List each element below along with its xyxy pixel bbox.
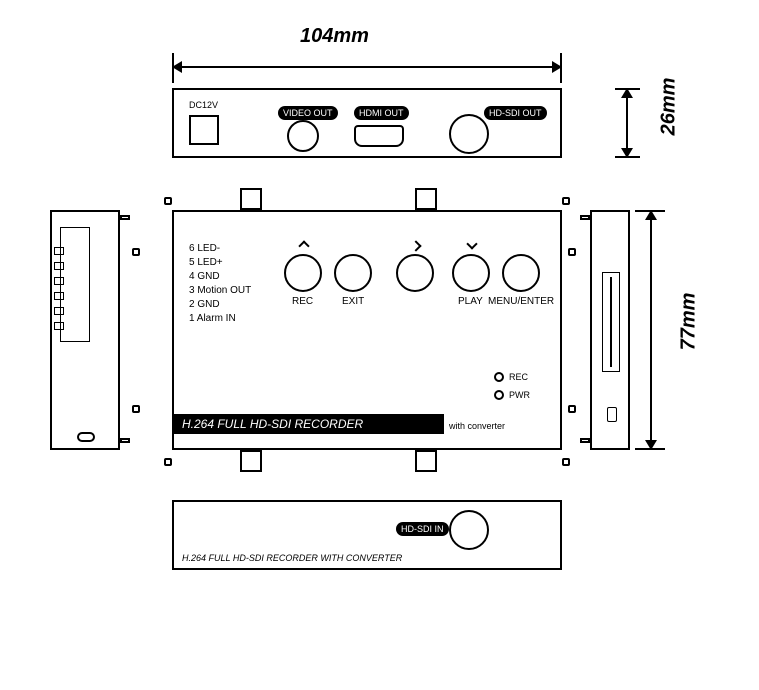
arrow [645, 440, 657, 450]
play-button [452, 254, 490, 292]
mount-hole [77, 432, 95, 442]
dc-label: DC12V [189, 100, 218, 110]
up-icon [298, 240, 309, 251]
side-tab [120, 438, 130, 443]
slot-line [610, 277, 612, 367]
dim-line [172, 66, 562, 68]
arrow [621, 148, 633, 158]
small-slot [607, 407, 617, 422]
side-tab [580, 215, 590, 220]
pin6: 6 LED- [189, 242, 251, 256]
video-out-label: VIDEO OUT [278, 106, 338, 120]
hole [132, 248, 140, 256]
hole [568, 248, 576, 256]
pin [54, 292, 64, 300]
bottom-title: H.264 FULL HD-SDI RECORDER WITH CONVERTE… [182, 553, 402, 563]
product-title: H.264 FULL HD-SDI RECORDER [174, 414, 444, 434]
hole [568, 405, 576, 413]
mounting-tab [240, 188, 262, 210]
rec-label: REC [292, 296, 313, 307]
video-out-port [287, 120, 319, 152]
pin1: 1 Alarm IN [189, 312, 251, 326]
pin [54, 307, 64, 315]
pwr-led-label: PWR [509, 390, 530, 400]
menu-button [502, 254, 540, 292]
down-icon [466, 238, 477, 249]
right-icon [410, 240, 421, 251]
hdmi-out-label: HDMI OUT [354, 106, 409, 120]
pin3: 3 Motion OUT [189, 284, 251, 298]
arrow [621, 88, 633, 98]
pin [54, 277, 64, 285]
bottom-panel: HD-SDI IN H.264 FULL HD-SDI RECORDER WIT… [172, 500, 562, 570]
exit-button [334, 254, 372, 292]
dim-width-text: 104mm [300, 25, 369, 48]
mounting-tab [415, 188, 437, 210]
dc-port [189, 115, 219, 145]
arrow [645, 210, 657, 220]
top-panel: DC12V VIDEO OUT HDMI OUT HD-SDI OUT [172, 88, 562, 158]
product-subtitle: with converter [449, 421, 505, 431]
pin2: 2 GND [189, 298, 251, 312]
front-panel: 6 LED- 5 LED+ 4 GND 3 Motion OUT 2 GND 1… [172, 210, 562, 450]
menu-label: MENU/ENTER [488, 296, 554, 307]
play-label: PLAY [458, 296, 483, 307]
hole [562, 197, 570, 205]
right-panel [590, 210, 630, 450]
side-tab [120, 215, 130, 220]
connector-block [60, 227, 90, 342]
pin [54, 322, 64, 330]
hole [164, 458, 172, 466]
arrow [552, 61, 562, 73]
hdsdi-out-label: HD-SDI OUT [484, 106, 547, 120]
hdmi-port [354, 125, 404, 147]
nav-button [396, 254, 434, 292]
pin [54, 262, 64, 270]
pwr-led [494, 390, 504, 400]
pin [54, 247, 64, 255]
side-tab [580, 438, 590, 443]
hole [132, 405, 140, 413]
dim-height-top-text: 26mm [657, 78, 680, 136]
dim-height-main-text: 77mm [677, 293, 700, 351]
rec-led [494, 372, 504, 382]
hdsdi-in-label: HD-SDI IN [396, 522, 449, 536]
rec-led-label: REC [509, 372, 528, 382]
hole [562, 458, 570, 466]
rec-button [284, 254, 322, 292]
mounting-tab [415, 450, 437, 472]
hdsdi-in-port [449, 510, 489, 550]
mounting-tab [240, 450, 262, 472]
pin4: 4 GND [189, 270, 251, 284]
technical-diagram: 104mm 26mm 77mm DC12V VIDEO OUT HDMI OUT… [20, 20, 759, 670]
pin5: 5 LED+ [189, 256, 251, 270]
left-panel [50, 210, 120, 450]
dim-line [650, 210, 652, 450]
pin-labels: 6 LED- 5 LED+ 4 GND 3 Motion OUT 2 GND 1… [189, 242, 251, 326]
hole [164, 197, 172, 205]
exit-label: EXIT [342, 296, 364, 307]
arrow [172, 61, 182, 73]
hdsdi-out-port [449, 114, 489, 154]
